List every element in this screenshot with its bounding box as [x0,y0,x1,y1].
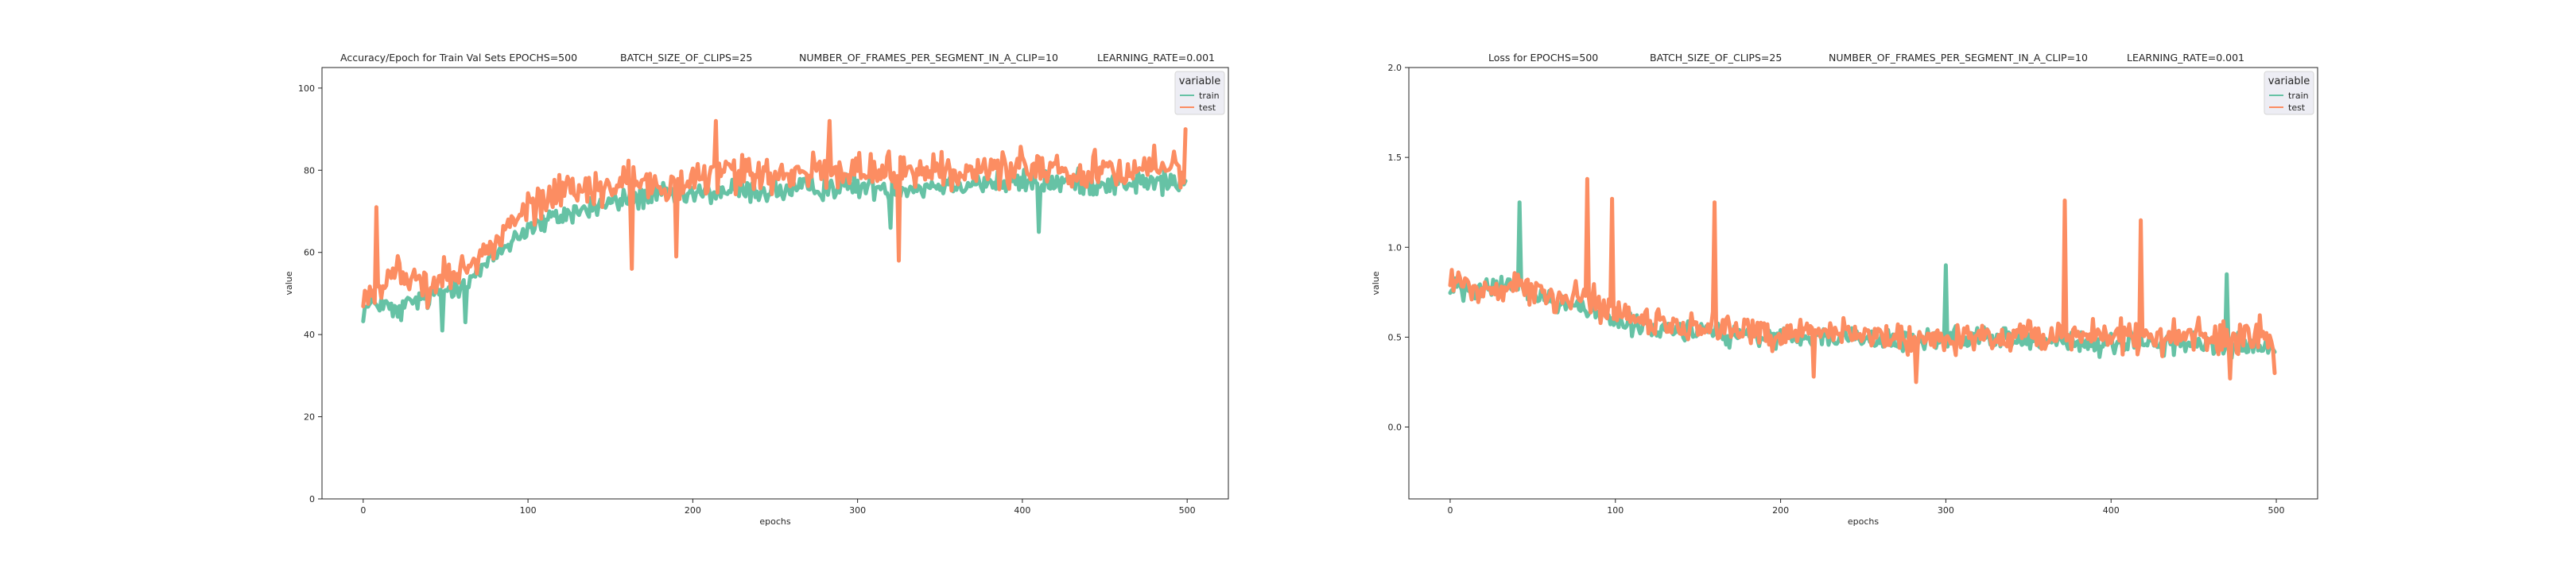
x-axis-label: epochs [1848,516,1879,527]
x-tick-label: 100 [1607,505,1624,516]
x-tick-label: 400 [1014,505,1030,516]
x-axis-label: epochs [759,516,790,527]
x-tick-label: 200 [1772,505,1789,516]
x-tick-label: 300 [1938,505,1954,516]
legend-box [2264,71,2314,115]
x-tick-label: 200 [685,505,701,516]
legend-label-train: train [2288,91,2309,101]
x-tick-label: 500 [2268,505,2285,516]
x-tick-label: 300 [849,505,866,516]
y-tick-label: 1.5 [1388,153,1402,163]
chart-title-part: NUMBER_OF_FRAMES_PER_SEGMENT_IN_A_CLIP=1… [799,52,1058,64]
y-tick-label: 60 [304,248,315,258]
y-tick-label: 100 [298,83,315,94]
legend-label-test: test [2288,102,2306,113]
legend-label-train: train [1199,91,1220,101]
series-line-test [1448,176,2277,385]
chart-title-part: LEARNING_RATE=0.001 [2127,52,2244,64]
x-tick-label: 0 [1447,505,1453,516]
axes-frame [1408,67,2318,500]
x-tick-label: 400 [2103,505,2120,516]
x-tick-label: 100 [520,505,537,516]
chart-title-part: NUMBER_OF_FRAMES_PER_SEGMENT_IN_A_CLIP=1… [1829,52,2088,64]
axes-frame [321,67,1229,500]
chart-title-part: BATCH_SIZE_OF_CLIPS=25 [1650,52,1782,64]
chart-title-part: Accuracy/Epoch for Train Val Sets EPOCHS… [340,52,577,64]
legend-label-test: test [1199,102,1216,113]
y-tick-label: 20 [304,412,315,423]
y-tick-label: 2.0 [1388,63,1402,73]
legend-title: variable [2268,75,2310,87]
y-tick-label: 0 [309,494,315,504]
x-tick-label: 500 [1179,505,1196,516]
y-tick-label: 1.0 [1388,242,1402,253]
y-axis-label: value [284,271,294,295]
y-tick-label: 0.5 [1388,332,1402,342]
y-axis-label: value [1371,271,1381,295]
y-tick-label: 0.0 [1388,423,1402,433]
legend-box [1174,71,1225,115]
chart-title-part: Loss for EPOCHS=500 [1488,52,1598,64]
chart-title-part: LEARNING_RATE=0.001 [1097,52,1215,64]
x-tick-label: 0 [360,505,366,516]
chart-title-part: BATCH_SIZE_OF_CLIPS=25 [620,52,752,64]
legend-title: variable [1179,75,1220,87]
chart-1: 0 100 200 300 400 500 0 20 40 60 80 100 epochs value A… [284,52,1229,527]
y-tick-label: 80 [304,165,315,176]
series-line-test [361,118,1188,310]
y-tick-label: 40 [304,330,315,340]
chart-2: 0 100 200 300 400 500 0.0 0.5 1.0 1.5 2.0 epochs val… [1371,52,2318,527]
